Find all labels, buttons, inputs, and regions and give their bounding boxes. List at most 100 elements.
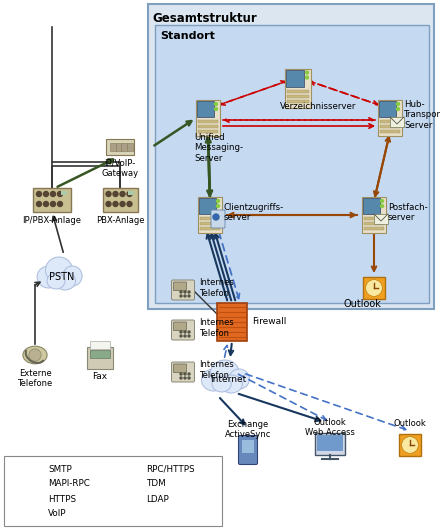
Text: TDM: TDM [146,479,165,488]
Bar [197,101,214,117]
Circle shape [184,295,186,297]
Bar [317,435,343,451]
FancyBboxPatch shape [238,436,257,464]
Circle shape [51,192,55,196]
Text: Hub-
Transport-
Server: Hub- Transport- Server [404,100,440,130]
Circle shape [184,291,186,293]
Circle shape [396,103,400,105]
Ellipse shape [55,272,76,290]
Text: PSTN: PSTN [49,272,75,282]
Circle shape [180,331,182,333]
Circle shape [188,377,190,379]
FancyBboxPatch shape [378,100,402,136]
Circle shape [184,377,186,379]
Ellipse shape [47,273,65,289]
Circle shape [37,202,41,206]
Circle shape [106,192,111,196]
Bar [286,70,304,87]
Circle shape [213,214,219,220]
Text: LDAP: LDAP [146,495,169,503]
Bar [380,120,400,123]
Text: Verzeichnisserver: Verzeichnisserver [280,102,356,111]
Bar [198,125,218,128]
Text: Outlook: Outlook [394,419,426,428]
Text: HTTPS: HTTPS [48,495,76,503]
Text: Postfach-
server: Postfach- server [388,203,428,222]
Circle shape [180,335,182,337]
Ellipse shape [229,369,249,389]
Circle shape [184,373,186,375]
Bar [116,143,121,151]
Text: Internet: Internet [210,376,246,385]
Text: Gesamtstruktur: Gesamtstruktur [152,12,257,25]
FancyBboxPatch shape [106,139,134,155]
Bar [364,217,384,220]
Text: Externe
Telefone: Externe Telefone [17,369,53,388]
Text: Internes
Telefon: Internes Telefon [199,360,234,380]
Text: IP/VoIP-
Gateway: IP/VoIP- Gateway [102,159,139,178]
FancyBboxPatch shape [362,197,386,233]
Bar [128,143,133,151]
Bar [242,440,254,453]
Circle shape [127,192,132,196]
Circle shape [180,373,182,375]
Bar [200,217,220,220]
Bar [198,120,218,123]
Bar [374,214,388,224]
FancyBboxPatch shape [4,456,222,526]
Text: Unified
Messaging-
Server: Unified Messaging- Server [194,133,243,163]
Circle shape [188,373,190,375]
Bar [200,222,220,225]
Circle shape [120,192,125,196]
Bar [110,143,116,151]
FancyBboxPatch shape [196,100,220,136]
Circle shape [44,192,48,196]
Circle shape [180,291,182,293]
Text: PBX-Anlage: PBX-Anlage [96,216,144,225]
Bar [364,222,384,225]
Bar [287,90,309,93]
Circle shape [188,331,190,333]
FancyBboxPatch shape [285,69,311,107]
FancyBboxPatch shape [87,347,113,369]
Circle shape [127,202,132,206]
Bar [380,130,400,133]
FancyBboxPatch shape [315,433,345,455]
Text: Exchange
ActiveSync: Exchange ActiveSync [225,420,271,439]
FancyBboxPatch shape [363,277,385,299]
Circle shape [29,349,41,361]
Text: Outlook
Web Access: Outlook Web Access [305,418,355,437]
Bar [90,350,110,358]
Ellipse shape [37,266,60,288]
Text: RPC/HTTPS: RPC/HTTPS [146,464,194,473]
Text: IP/PBX-Anlage: IP/PBX-Anlage [22,216,81,225]
FancyBboxPatch shape [173,364,187,372]
Circle shape [216,204,220,207]
Bar [61,191,67,195]
Circle shape [402,437,418,453]
Text: Internes
Telefon: Internes Telefon [199,278,234,298]
Bar [379,101,396,117]
Circle shape [37,192,41,196]
Bar [363,198,380,214]
FancyBboxPatch shape [172,362,194,382]
FancyBboxPatch shape [211,210,225,228]
Circle shape [305,71,308,74]
Ellipse shape [202,369,226,391]
FancyBboxPatch shape [173,322,187,331]
FancyBboxPatch shape [399,434,421,456]
Text: VoIP: VoIP [48,510,66,519]
Circle shape [58,192,62,196]
Circle shape [113,192,118,196]
Bar [287,100,309,103]
Text: Firewall: Firewall [252,318,286,327]
Circle shape [215,103,217,105]
Text: MAPI-RPC: MAPI-RPC [48,479,90,488]
Bar [199,198,216,214]
Ellipse shape [23,346,47,364]
Bar [390,117,404,127]
FancyBboxPatch shape [198,197,222,233]
Text: Clientzugriffs-
server: Clientzugriffs- server [224,203,284,222]
Bar [364,227,384,230]
Ellipse shape [212,376,231,392]
